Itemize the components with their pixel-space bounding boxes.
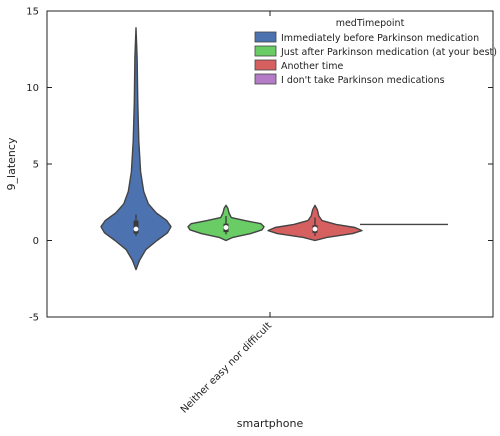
legend-label-before: Immediately before Parkinson medication: [281, 33, 479, 44]
violin-median-3: [312, 226, 318, 232]
legend-title: medTimepoint: [336, 18, 405, 29]
legend-label-after: Just after Parkinson medication (at your…: [280, 47, 497, 58]
y-tick-label: 5: [33, 160, 39, 171]
legend-swatch-before: [254, 31, 277, 43]
legend-label-another: Another time: [281, 61, 343, 72]
violins: [100, 27, 448, 271]
y-axis: -5 0 5 10 15: [26, 7, 493, 324]
legend-label-none: I don't take Parkinson medications: [281, 75, 445, 86]
violin-median-2: [223, 225, 229, 230]
legend-swatch-another: [254, 59, 277, 71]
legend-swatch-after: [254, 45, 277, 57]
violin-1: [100, 27, 172, 271]
y-tick-label: -5: [29, 313, 39, 324]
y-tick-label: 15: [26, 7, 39, 18]
y-axis-label: 9_latency: [5, 137, 18, 190]
legend-swatch-none: [254, 73, 277, 85]
violin-median-1: [133, 226, 139, 232]
y-tick-label: 10: [26, 83, 39, 94]
x-axis-label: smartphone: [237, 417, 304, 430]
legend: medTimepoint Immediately before Parkinso…: [254, 18, 497, 86]
x-tick-label: Neither easy nor difficult: [179, 320, 274, 415]
y-tick-label: 0: [33, 236, 39, 247]
